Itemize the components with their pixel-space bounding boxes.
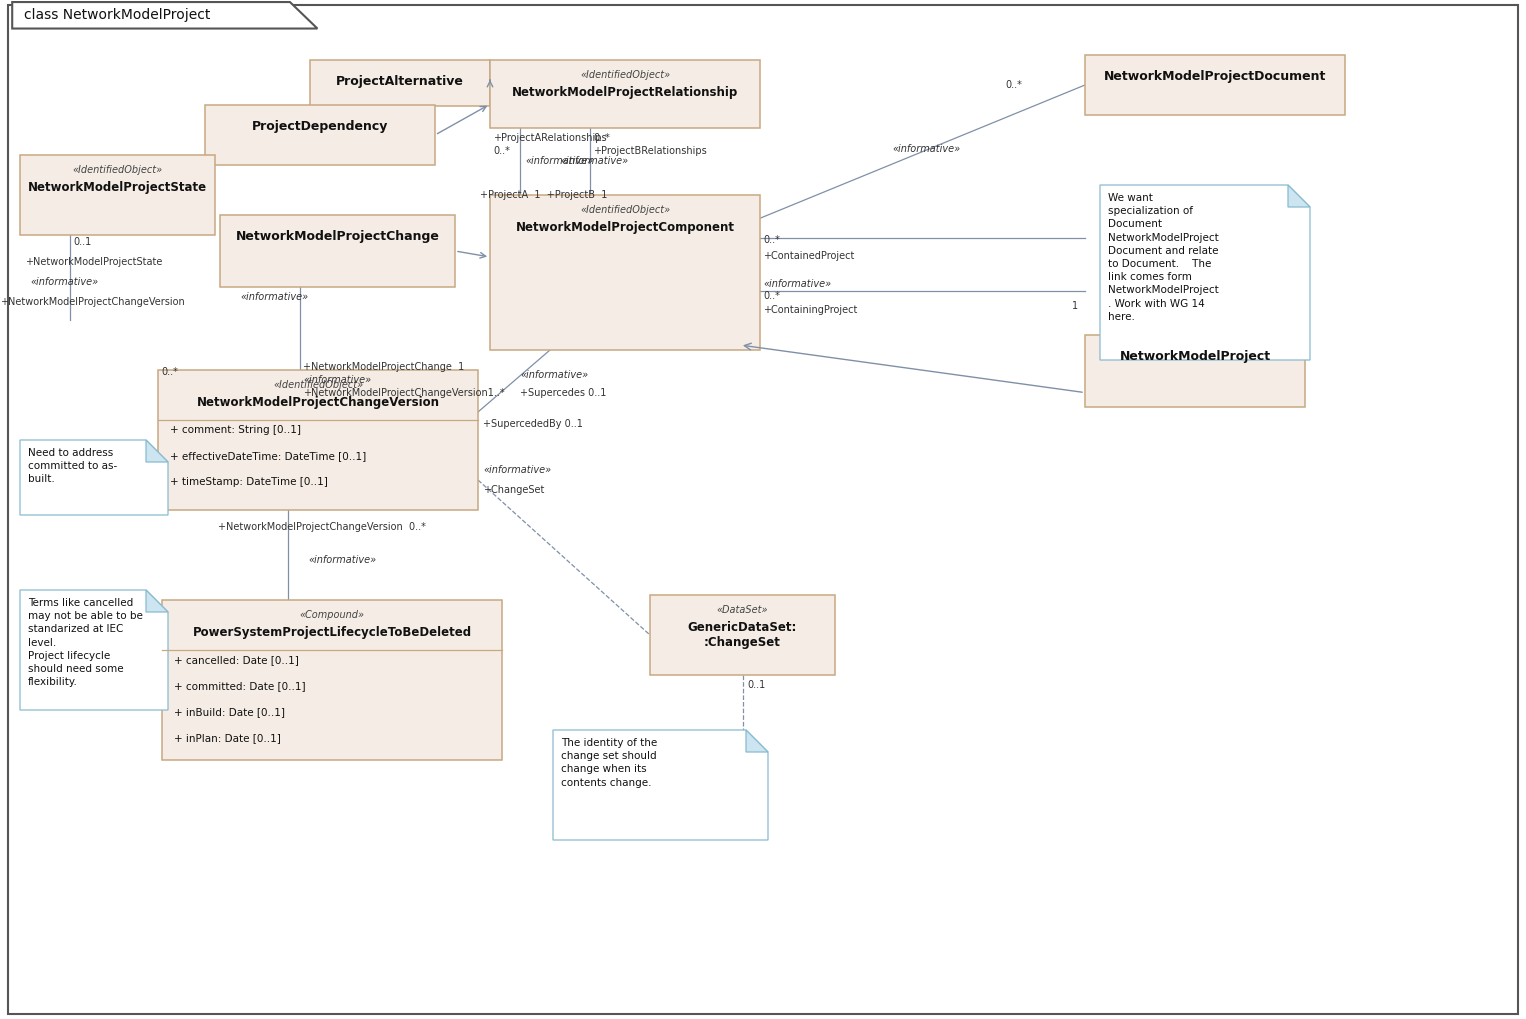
Text: «informative»: «informative» <box>308 555 375 565</box>
Polygon shape <box>1288 185 1309 207</box>
Polygon shape <box>146 440 168 462</box>
Text: ProjectAlternative: ProjectAlternative <box>336 75 464 88</box>
Text: «informative»: «informative» <box>240 292 308 302</box>
FancyBboxPatch shape <box>490 60 760 128</box>
Text: NetworkModelProjectChangeVersion: NetworkModelProjectChangeVersion <box>197 396 439 409</box>
Text: «informative»: «informative» <box>520 370 588 380</box>
Text: 0..*: 0..* <box>162 367 179 377</box>
Text: +NetworkModelProjectChangeVersion1..*: +NetworkModelProjectChangeVersion1..* <box>304 388 505 398</box>
Text: «IdentifiedObject»: «IdentifiedObject» <box>580 70 670 81</box>
FancyBboxPatch shape <box>204 105 435 165</box>
Text: «IdentifiedObject»: «IdentifiedObject» <box>72 165 163 175</box>
Text: +NetworkModelProjectChangeVersion  0..*: +NetworkModelProjectChangeVersion 0..* <box>218 522 426 532</box>
Text: «informative»: «informative» <box>560 157 629 166</box>
Text: 0..*: 0..* <box>763 235 780 246</box>
Text: «informative»: «informative» <box>525 157 594 166</box>
Text: +NetworkModelProjectChange  1: +NetworkModelProjectChange 1 <box>304 362 464 372</box>
Text: + timeStamp: DateTime [0..1]: + timeStamp: DateTime [0..1] <box>169 477 328 487</box>
Text: The identity of the
change set should
change when its
contents change.: The identity of the change set should ch… <box>562 738 658 788</box>
Text: +Supercedes 0..1: +Supercedes 0..1 <box>520 388 606 398</box>
FancyBboxPatch shape <box>1085 335 1305 407</box>
Polygon shape <box>552 730 768 840</box>
Text: «IdentifiedObject»: «IdentifiedObject» <box>580 205 670 215</box>
Text: +NetworkModelProjectState: +NetworkModelProjectState <box>24 257 162 267</box>
Text: + inBuild: Date [0..1]: + inBuild: Date [0..1] <box>174 707 285 717</box>
Polygon shape <box>12 2 317 29</box>
Text: «DataSet»: «DataSet» <box>717 605 768 615</box>
Text: 0..*: 0..* <box>1006 81 1022 90</box>
Text: GenericDataSet:
:ChangeSet: GenericDataSet: :ChangeSet <box>688 621 797 649</box>
Text: +ProjectARelationships: +ProjectARelationships <box>493 133 607 143</box>
Text: Need to address
committed to as-
built.: Need to address committed to as- built. <box>27 448 118 484</box>
Text: +ContainingProject: +ContainingProject <box>763 305 858 315</box>
Text: + effectiveDateTime: DateTime [0..1]: + effectiveDateTime: DateTime [0..1] <box>169 451 366 461</box>
Text: PowerSystemProjectLifecycleToBeDeleted: PowerSystemProjectLifecycleToBeDeleted <box>192 626 472 639</box>
Text: NetworkModelProjectState: NetworkModelProjectState <box>27 181 208 194</box>
Polygon shape <box>20 440 168 515</box>
FancyBboxPatch shape <box>220 215 455 287</box>
Text: +ProjectBRelationships: +ProjectBRelationships <box>594 146 707 156</box>
Text: + comment: String [0..1]: + comment: String [0..1] <box>169 425 301 435</box>
Text: «IdentifiedObject»: «IdentifiedObject» <box>273 380 363 390</box>
Text: «Compound»: «Compound» <box>299 610 365 620</box>
FancyBboxPatch shape <box>650 595 835 675</box>
Text: «informative»: «informative» <box>304 375 371 385</box>
Text: 0..1: 0..1 <box>73 237 92 247</box>
Text: 1: 1 <box>1071 301 1079 311</box>
Polygon shape <box>1100 185 1309 360</box>
Text: «informative»: «informative» <box>31 277 98 287</box>
Text: NetworkModelProject: NetworkModelProject <box>1120 350 1271 363</box>
Text: 0..*: 0..* <box>594 133 610 143</box>
Text: We want
specialization of
Document
NetworkModelProject
Document and relate
to Do: We want specialization of Document Netwo… <box>1108 193 1219 322</box>
Text: NetworkModelProjectRelationship: NetworkModelProjectRelationship <box>511 86 739 99</box>
Text: class NetworkModelProject: class NetworkModelProject <box>24 8 211 22</box>
Polygon shape <box>746 730 768 752</box>
Text: + committed: Date [0..1]: + committed: Date [0..1] <box>174 681 305 691</box>
Text: NetworkModelProjectComponent: NetworkModelProjectComponent <box>516 221 734 234</box>
Text: «informative»: «informative» <box>484 465 551 475</box>
FancyBboxPatch shape <box>1085 55 1344 115</box>
FancyBboxPatch shape <box>490 195 760 350</box>
FancyBboxPatch shape <box>162 600 502 760</box>
Text: «informative»: «informative» <box>763 279 832 289</box>
FancyBboxPatch shape <box>159 370 478 510</box>
FancyBboxPatch shape <box>20 155 215 235</box>
Text: NetworkModelProjectChange: NetworkModelProjectChange <box>235 230 439 243</box>
Text: +SupercededBy 0..1: +SupercededBy 0..1 <box>484 419 583 429</box>
Text: +ContainedProject: +ContainedProject <box>763 252 855 262</box>
Text: +NetworkModelProjectChangeVersion: +NetworkModelProjectChangeVersion <box>0 297 185 307</box>
Text: «informative»: «informative» <box>893 144 961 154</box>
Polygon shape <box>20 590 168 710</box>
Text: + cancelled: Date [0..1]: + cancelled: Date [0..1] <box>174 655 299 665</box>
Text: +ChangeSet: +ChangeSet <box>484 485 545 495</box>
Text: Terms like cancelled
may not be able to be
standarized at IEC
level.
Project lif: Terms like cancelled may not be able to … <box>27 598 143 687</box>
FancyBboxPatch shape <box>310 60 490 106</box>
Polygon shape <box>146 590 168 612</box>
Text: +ProjectA  1  +ProjectB  1: +ProjectA 1 +ProjectB 1 <box>481 190 607 200</box>
Text: NetworkModelProjectDocument: NetworkModelProjectDocument <box>1103 70 1326 83</box>
Text: 0..1: 0..1 <box>748 680 766 690</box>
Text: 0..*: 0..* <box>493 146 510 156</box>
Text: + inPlan: Date [0..1]: + inPlan: Date [0..1] <box>174 733 281 743</box>
Text: 0..*: 0..* <box>763 291 780 301</box>
Text: ProjectDependency: ProjectDependency <box>252 120 388 133</box>
